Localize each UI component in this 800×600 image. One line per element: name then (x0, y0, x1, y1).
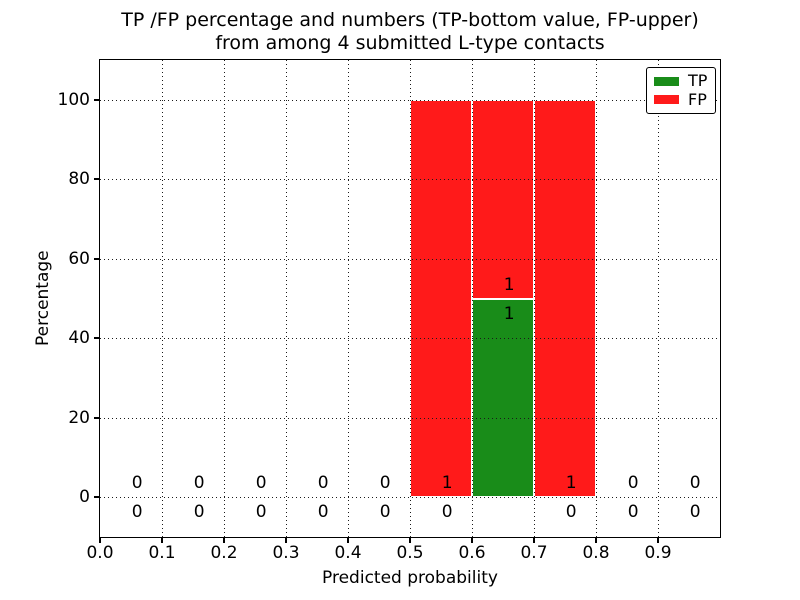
x-tick-label: 0.7 (520, 543, 548, 563)
x-tick-mark (533, 538, 535, 543)
y-tick-mark (94, 416, 99, 419)
annotation-fp-count: 1 (503, 274, 515, 295)
annotation-tp-count: 0 (131, 502, 143, 523)
x-tick-mark (657, 538, 659, 543)
bar-fp-0.5-0.6 (410, 99, 472, 498)
y-tick-mark (94, 257, 99, 260)
y-tick-mark (94, 337, 99, 340)
x-tick-label: 0.2 (210, 543, 238, 563)
x-tick-mark (223, 538, 225, 543)
y-tick-mark (94, 98, 99, 101)
gridline-x-0.1 (162, 60, 163, 537)
x-tick-mark (99, 538, 101, 543)
annotation-tp-count: 0 (193, 502, 205, 523)
x-tick-mark (595, 538, 597, 543)
legend-item-tp: TP (654, 73, 708, 89)
annotation-tp-count: 0 (441, 502, 453, 523)
x-tick-label: 0.5 (396, 543, 424, 563)
annotation-tp-count: 0 (689, 502, 701, 523)
annotation-fp-count: 0 (255, 473, 267, 494)
annotation-fp-count: 0 (193, 473, 205, 494)
legend: TP FP (646, 67, 716, 114)
chart-title: TP /FP percentage and numbers (TP-bottom… (100, 9, 720, 55)
gridline-x-0.4 (348, 60, 349, 537)
annotation-tp-count: 0 (627, 502, 639, 523)
y-tick-label: 100 (57, 89, 90, 110)
legend-fp-label: FP (688, 89, 707, 109)
gridline-x-0.8 (596, 60, 597, 537)
x-tick-label: 0.8 (582, 543, 610, 563)
x-tick-mark (347, 538, 349, 543)
annotation-fp-count: 0 (689, 473, 701, 494)
annotation-fp-count: 0 (379, 473, 391, 494)
legend-fp-swatch-icon (654, 95, 679, 105)
legend-item-fp: FP (654, 89, 708, 109)
y-tick-mark (94, 496, 99, 499)
y-tick-label: 60 (68, 248, 90, 269)
x-tick-label: 0.4 (334, 543, 362, 563)
y-tick-label: 80 (68, 169, 90, 190)
y-tick-label: 40 (68, 328, 90, 349)
annotation-tp-count: 1 (503, 303, 515, 324)
x-tick-label: 0.6 (458, 543, 486, 563)
annotation-tp-count: 0 (317, 502, 329, 523)
gridline-x-0.7 (534, 60, 535, 537)
x-tick-label: 0.1 (148, 543, 176, 563)
annotation-fp-count: 0 (131, 473, 143, 494)
gridline-x-0.9 (658, 60, 659, 537)
annotation-tp-count: 0 (255, 502, 267, 523)
gridline-x-0.5 (410, 60, 411, 537)
annotation-fp-count: 0 (627, 473, 639, 494)
legend-tp-label: TP (688, 71, 708, 91)
bar-fp-0.7-0.8 (534, 99, 596, 498)
x-tick-mark (161, 538, 163, 543)
annotation-tp-count: 0 (565, 502, 577, 523)
annotation-fp-count: 0 (317, 473, 329, 494)
x-tick-label: 0.9 (644, 543, 672, 563)
x-axis-label: Predicted probability (322, 568, 498, 588)
annotation-fp-count: 1 (565, 473, 577, 494)
y-tick-label: 20 (68, 407, 90, 428)
gridline-x-0.3 (286, 60, 287, 537)
x-tick-label: 0.0 (86, 543, 114, 563)
y-axis-label: Percentage (33, 250, 53, 347)
plot-area: 0 0 0 0 0 0 0 0 0 0 1 0 1 1 1 0 0 0 0 0 (99, 59, 721, 538)
x-tick-mark (471, 538, 473, 543)
bar-fp-0.6-0.7 (472, 99, 534, 299)
y-tick-mark (94, 178, 99, 181)
chart-title-line2: from among 4 submitted L-type contacts (215, 32, 605, 54)
chart-title-line1: TP /FP percentage and numbers (TP-bottom… (121, 9, 699, 31)
legend-tp-swatch-icon (654, 76, 679, 86)
y-tick-label: 0 (79, 487, 90, 508)
x-tick-label: 0.3 (272, 543, 300, 563)
x-tick-mark (285, 538, 287, 543)
annotation-tp-count: 0 (379, 502, 391, 523)
annotation-fp-count: 1 (441, 473, 453, 494)
gridline-x-0.6 (472, 60, 473, 537)
x-tick-mark (409, 538, 411, 543)
gridline-x-0.2 (224, 60, 225, 537)
bar-tp-0.6-0.7 (472, 298, 534, 498)
